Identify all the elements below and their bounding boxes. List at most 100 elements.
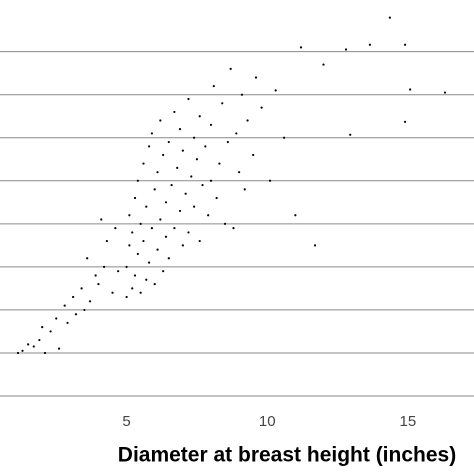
point <box>100 218 103 221</box>
point <box>170 183 173 187</box>
point <box>153 188 156 191</box>
point <box>72 295 75 299</box>
point <box>102 265 106 268</box>
point <box>21 349 24 352</box>
point <box>349 133 352 136</box>
point <box>173 227 176 230</box>
point <box>156 248 159 251</box>
point <box>83 308 86 312</box>
point <box>254 76 258 79</box>
point <box>201 183 204 187</box>
point <box>235 132 238 135</box>
point <box>111 291 114 294</box>
point <box>167 140 170 144</box>
point <box>133 196 137 200</box>
point <box>209 123 213 126</box>
point <box>193 205 196 208</box>
point <box>322 63 325 66</box>
point <box>162 270 165 273</box>
point <box>344 48 348 51</box>
point <box>162 153 165 157</box>
point <box>86 257 89 260</box>
point <box>80 287 83 290</box>
point <box>443 91 447 94</box>
point <box>147 261 151 264</box>
point <box>388 16 391 19</box>
point <box>74 313 78 316</box>
point <box>209 179 213 182</box>
point <box>159 218 162 221</box>
point <box>159 119 162 122</box>
point <box>403 120 407 123</box>
point <box>187 231 190 234</box>
point <box>16 351 20 355</box>
point <box>178 209 182 213</box>
point <box>43 351 47 355</box>
point <box>164 235 168 238</box>
point <box>142 162 145 165</box>
point <box>221 102 224 105</box>
point <box>145 205 148 208</box>
x-tick-label: 15 <box>400 413 417 430</box>
point <box>184 192 187 195</box>
point <box>243 188 246 191</box>
point <box>226 140 229 144</box>
point <box>114 227 117 230</box>
point <box>181 149 184 152</box>
point <box>142 239 145 243</box>
point <box>57 347 61 350</box>
point <box>150 227 154 230</box>
point <box>94 274 97 277</box>
point <box>49 330 52 333</box>
point <box>66 321 69 324</box>
point <box>133 274 137 277</box>
point <box>136 179 139 182</box>
point <box>195 158 199 161</box>
point <box>198 239 201 243</box>
point <box>88 300 92 303</box>
point <box>145 278 148 281</box>
point <box>294 214 297 217</box>
point <box>274 89 277 92</box>
point <box>164 201 168 204</box>
point <box>207 214 210 217</box>
point <box>283 136 286 139</box>
point <box>105 239 108 243</box>
point <box>198 115 201 118</box>
point <box>252 153 255 157</box>
point <box>246 119 249 122</box>
point <box>238 171 241 174</box>
point <box>55 317 58 320</box>
point <box>403 43 407 46</box>
point <box>212 84 215 88</box>
point <box>128 244 131 247</box>
point <box>131 231 134 234</box>
point <box>187 97 190 101</box>
point <box>218 162 221 165</box>
point <box>97 282 100 286</box>
point <box>32 345 35 348</box>
point <box>409 88 412 91</box>
point <box>215 196 218 200</box>
point <box>229 67 232 70</box>
point <box>153 282 156 286</box>
point <box>125 295 128 299</box>
point <box>178 128 182 131</box>
point <box>299 46 303 49</box>
point <box>156 171 159 174</box>
point <box>27 343 30 346</box>
point <box>128 214 131 217</box>
point <box>190 175 193 178</box>
point <box>117 270 120 273</box>
point <box>368 43 372 46</box>
point <box>173 110 176 114</box>
point <box>232 227 235 230</box>
point <box>147 145 151 148</box>
point <box>204 145 207 148</box>
point <box>139 291 142 294</box>
point <box>167 257 170 260</box>
point <box>150 132 154 135</box>
x-axis-label: Diameter at breast height (inches) <box>118 444 456 467</box>
x-tick-label: 10 <box>259 413 276 430</box>
